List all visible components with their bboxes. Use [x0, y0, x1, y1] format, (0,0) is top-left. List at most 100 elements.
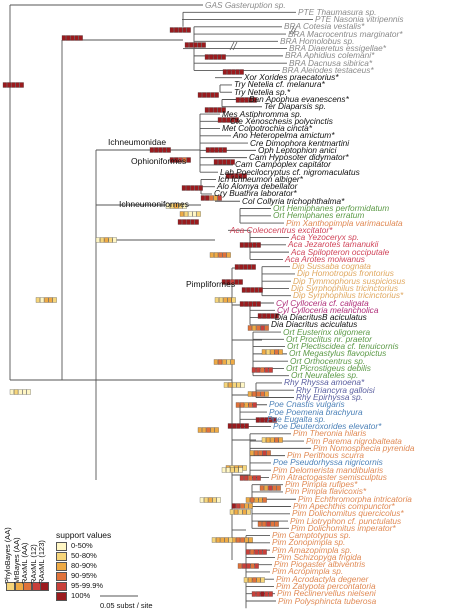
support-box [258, 497, 263, 503]
taxon-label: Pim Camptotypus sp. [272, 530, 351, 541]
support-box [214, 297, 219, 303]
support-box [260, 417, 265, 423]
taxon-label: Pim Polysphincta tuberosa [278, 595, 377, 606]
support-box [184, 211, 189, 217]
support-box [230, 279, 235, 285]
support-box [252, 242, 257, 248]
support-box [247, 325, 252, 331]
support-box [268, 485, 273, 491]
support-box [200, 195, 205, 201]
taxon-label: Cre Dimophora kentmartini [250, 137, 350, 148]
support-box [250, 563, 255, 569]
legend-bin-label: 95-99.9% [71, 581, 104, 590]
taxon-label: Met Colpotrochia cincta* [222, 123, 312, 134]
support-box [260, 367, 265, 373]
support-box [182, 27, 187, 33]
support-box [230, 467, 235, 473]
support-box [209, 107, 214, 113]
support-box [256, 591, 261, 597]
support-box [268, 417, 273, 423]
support-box [270, 313, 275, 319]
support-box [214, 252, 219, 258]
support-box [242, 173, 247, 179]
taxon-label: Dip Tymmophorus suspiciosus [293, 275, 406, 286]
taxon-label: Pim Zonopimpla sp. [272, 537, 346, 548]
support-box [186, 27, 191, 33]
support-box [218, 147, 223, 153]
support-box [212, 497, 217, 503]
support-box [242, 563, 247, 569]
support-box [256, 475, 261, 481]
taxon-label: Dip Sussaba cognata [292, 261, 371, 272]
support-box [174, 203, 179, 209]
support-box [264, 325, 269, 331]
taxon-label: Pim Liotryphon cf. punctulatus [290, 515, 402, 526]
support-box [186, 185, 191, 191]
support-box [202, 92, 207, 98]
taxon-label: Try Netelia cf. melanura* [234, 79, 325, 90]
support-box [234, 467, 239, 473]
support-box [255, 417, 260, 423]
support-box [178, 157, 183, 163]
support-box [18, 389, 23, 395]
support-box [248, 97, 253, 103]
support-box [15, 82, 20, 88]
support-box [206, 92, 211, 98]
support-box [264, 485, 269, 491]
support-box [234, 264, 239, 270]
support-box [236, 382, 241, 388]
support-box [204, 497, 209, 503]
taxon-label: Ort Orthocentrus sp. [290, 355, 366, 366]
support-box [35, 297, 40, 303]
support-box [221, 467, 226, 473]
taxon-label: Rhy Epirhyssa sp. [296, 391, 363, 402]
legend-bin: 95-99.9% [56, 581, 103, 591]
taxon-label: Pim Theronia hilaris [293, 428, 367, 439]
support-box [66, 35, 71, 41]
support-box [214, 147, 219, 153]
support-box [262, 521, 267, 527]
legend-bin-label: 90-95% [71, 571, 97, 580]
support-box [230, 117, 235, 123]
support-box [248, 475, 253, 481]
support-box [223, 297, 228, 303]
support-box [213, 159, 218, 165]
taxon-label: Pim Xanthopimpla varimaculata [286, 217, 403, 228]
support-box [186, 219, 191, 225]
support-box [217, 54, 222, 60]
support-box [226, 359, 231, 365]
support-box [252, 391, 257, 397]
support-box [78, 35, 83, 41]
support-box [272, 417, 277, 423]
support-box [266, 521, 271, 527]
support-box [211, 537, 216, 543]
taxon-label: Cam Campoplex capitator [235, 159, 331, 170]
support-box [260, 325, 265, 331]
support-box [244, 242, 249, 248]
taxon-label: Aca Coleocentrus excitator* [230, 224, 333, 235]
support-box [240, 382, 245, 388]
taxon-label: Ort Proclitus nr. praetor [286, 333, 372, 344]
support-box [112, 237, 117, 243]
support-box [162, 147, 167, 153]
support-box [108, 237, 113, 243]
support-box [256, 301, 261, 307]
support-box [230, 173, 235, 179]
branch-break-mark [232, 41, 238, 51]
support-box [194, 219, 199, 225]
legend-bin: 100% [56, 591, 90, 601]
taxon-label: Dia DiacritusB aciculatus [275, 312, 367, 323]
support-box [262, 313, 267, 319]
legend-title: support values [56, 530, 112, 540]
support-box [158, 147, 163, 153]
taxon-label: Ich Ichneumon albiger* [218, 173, 303, 184]
support-box [61, 35, 66, 41]
support-box [226, 252, 231, 258]
support-box [192, 211, 197, 217]
taxon-label: Pim Atractogaster semisculptus [271, 471, 387, 482]
support-box [246, 509, 251, 515]
support-box [247, 391, 252, 397]
legend-bin-label: 80-90% [71, 561, 97, 570]
taxon-label: Pim Dolichomitus quercicolus* [292, 508, 404, 519]
support-box [230, 359, 235, 365]
